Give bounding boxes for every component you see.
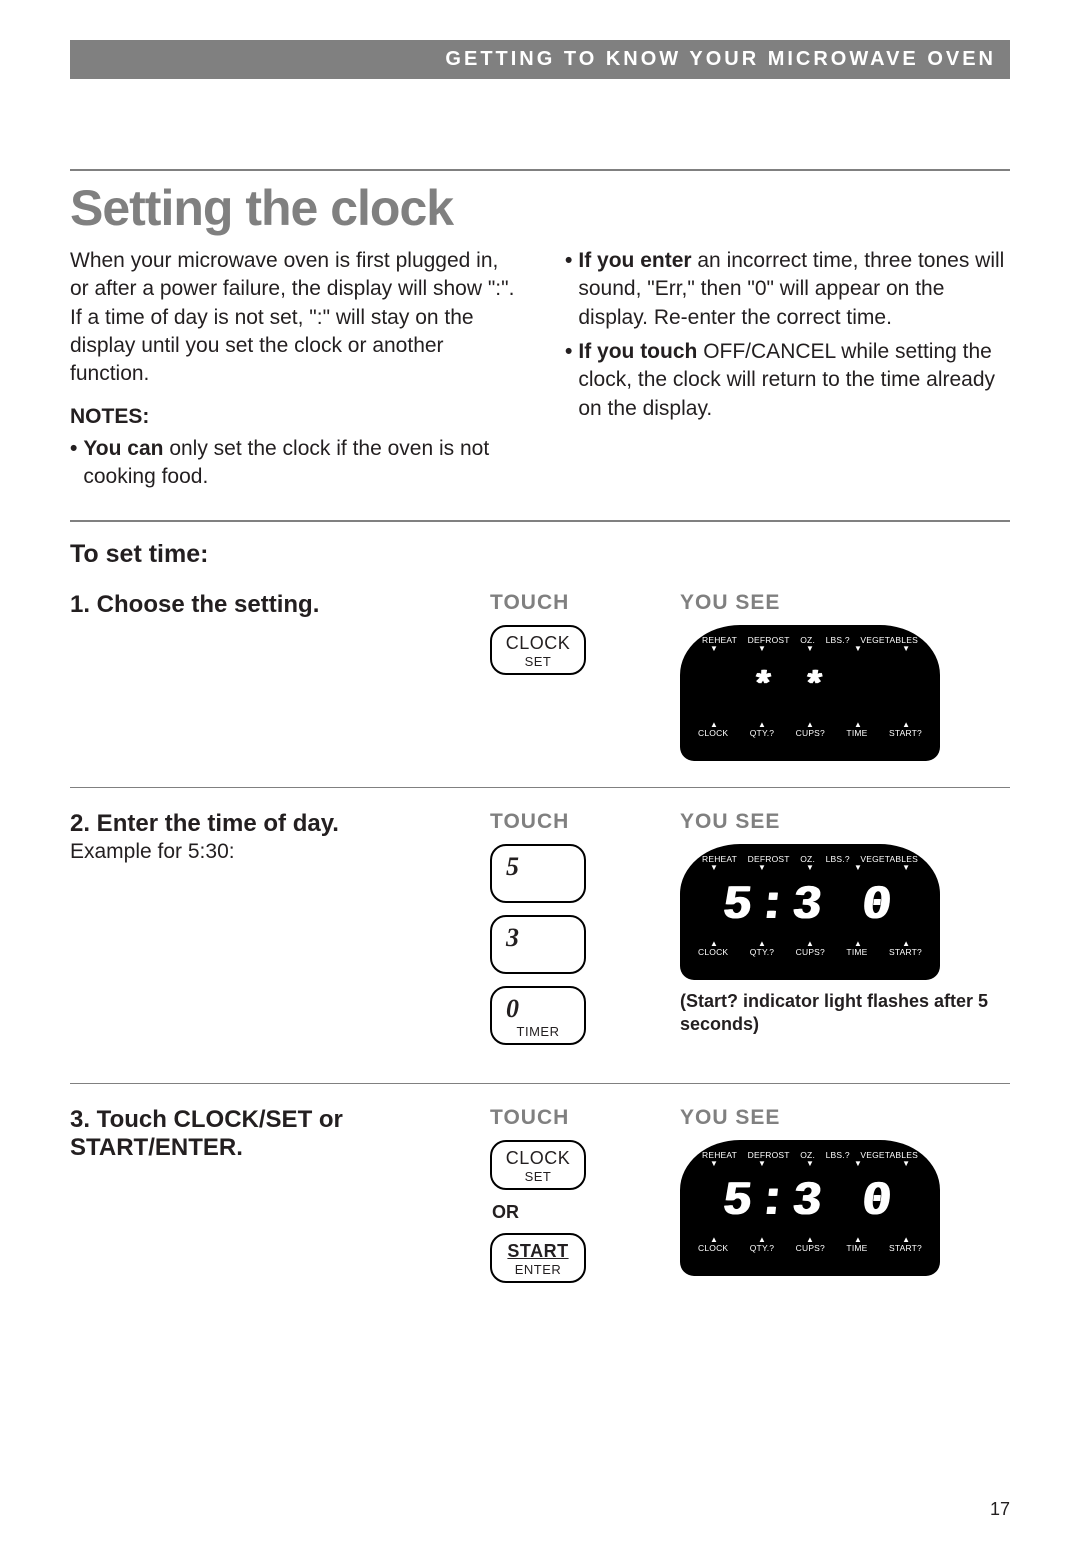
display-arrows-down [696, 644, 924, 653]
or-label: OR [492, 1202, 680, 1223]
note-item: • You can only set the clock if the oven… [70, 435, 515, 492]
clock-set-button: CLOCK SET [490, 1140, 586, 1190]
touch-label: TOUCH [490, 1106, 680, 1130]
button-line-1: CLOCK [496, 633, 580, 654]
button-line-2: ENTER [496, 1262, 580, 1277]
button-number: 0 [496, 994, 580, 1024]
notes-heading: NOTES: [70, 403, 515, 431]
note-bold: If you touch [578, 340, 697, 363]
section-header: GETTING TO KNOW YOUR MICROWAVE OVEN [70, 40, 1010, 79]
display-arrows-down [696, 1159, 924, 1168]
display-bottom-labels: CLOCKQTY.?CUPS?TIMESTART? [696, 947, 924, 957]
you-see-label: YOU SEE [680, 810, 1010, 834]
section-rule [70, 520, 1010, 522]
bullet-icon: • [70, 435, 77, 492]
display-caption: (Start? indicator light flashes after 5 … [680, 990, 1010, 1037]
intro-text: When your microwave oven is first plugge… [70, 247, 515, 389]
display-readout: * * [692, 653, 927, 721]
keypad-3-button: 3 [490, 915, 586, 974]
keypad-0-button: 0 TIMER [490, 986, 586, 1045]
microwave-display: REHEATDEFROSTOZ.LBS.?VEGETABLES 5:3 0 CL… [680, 1140, 940, 1276]
display-arrows-down [696, 863, 924, 872]
thin-rule [70, 1083, 1010, 1084]
note-bold: You can [83, 437, 163, 460]
note-item: • If you enter an incorrect time, three … [565, 247, 1010, 332]
button-line-2: SET [496, 1169, 580, 1184]
note-bold: If you enter [578, 249, 691, 272]
bullet-icon: • [565, 338, 572, 423]
button-line-1: START [496, 1241, 580, 1262]
note-item: • If you touch OFF/CANCEL while setting … [565, 338, 1010, 423]
button-number: 5 [496, 852, 580, 882]
button-line-1: CLOCK [496, 1148, 580, 1169]
step-3-title: 3. Touch CLOCK/SET or START/ENTER. [70, 1106, 470, 1162]
step-1-row: 1. Choose the setting. TOUCH CLOCK SET Y… [70, 591, 1010, 761]
touch-label: TOUCH [490, 810, 680, 834]
button-line-2: SET [496, 654, 580, 669]
page-number: 17 [990, 1499, 1010, 1520]
step-2-row: 2. Enter the time of day. Example for 5:… [70, 810, 1010, 1057]
you-see-label: YOU SEE [680, 1106, 1010, 1130]
to-set-time-heading: To set time: [70, 540, 1010, 569]
button-sub-label: TIMER [496, 1024, 580, 1039]
clock-set-button: CLOCK SET [490, 625, 586, 675]
display-bottom-labels: CLOCKQTY.?CUPS?TIMESTART? [696, 1243, 924, 1253]
microwave-display: REHEATDEFROSTOZ.LBS.?VEGETABLES * * CLOC… [680, 625, 940, 761]
button-number: 3 [496, 923, 580, 953]
title-rule [70, 169, 1010, 171]
display-readout: 5:3 0 [692, 1168, 927, 1236]
intro-columns: When your microwave oven is first plugge… [70, 247, 1010, 498]
step-3-row: 3. Touch CLOCK/SET or START/ENTER. TOUCH… [70, 1106, 1010, 1295]
thin-rule [70, 787, 1010, 788]
step-2-subtitle: Example for 5:30: [70, 840, 470, 864]
step-2-title: 2. Enter the time of day. [70, 810, 470, 838]
you-see-label: YOU SEE [680, 591, 1010, 615]
start-enter-button: START ENTER [490, 1233, 586, 1283]
bullet-icon: • [565, 247, 572, 332]
step-1-title: 1. Choose the setting. [70, 591, 470, 619]
page-title: Setting the clock [70, 179, 1010, 237]
microwave-display: REHEATDEFROSTOZ.LBS.?VEGETABLES 5:3 0 CL… [680, 844, 940, 980]
keypad-5-button: 5 [490, 844, 586, 903]
display-readout: 5:3 0 [692, 872, 927, 940]
touch-label: TOUCH [490, 591, 680, 615]
display-bottom-labels: CLOCKQTY.?CUPS?TIMESTART? [696, 728, 924, 738]
